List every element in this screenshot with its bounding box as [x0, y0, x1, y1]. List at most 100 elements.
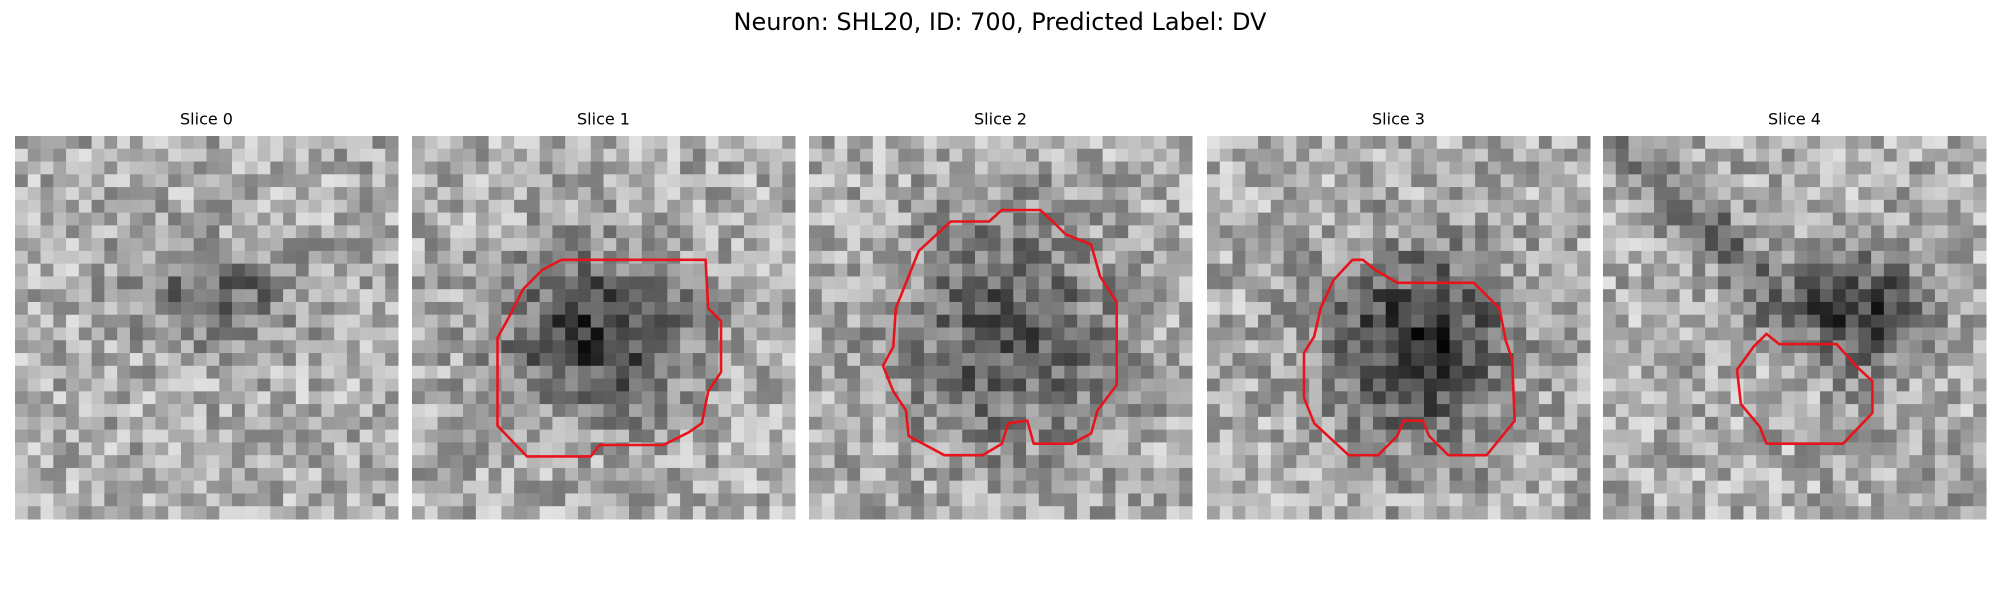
pixel — [53, 212, 67, 226]
pixel — [1077, 263, 1091, 277]
pixel — [78, 467, 93, 482]
pixel — [1089, 391, 1104, 405]
pixel — [40, 429, 54, 443]
pixel — [1743, 429, 1757, 443]
pixel — [463, 212, 477, 226]
pixel — [1513, 174, 1527, 188]
pixel — [463, 263, 477, 277]
pixel — [1896, 404, 1910, 418]
pixel — [129, 404, 144, 418]
pixel — [1424, 442, 1438, 456]
pixel — [1038, 429, 1053, 443]
pixel — [1462, 250, 1476, 265]
pixel — [1258, 365, 1272, 380]
pixel — [359, 238, 373, 252]
pixel — [359, 187, 373, 201]
pixel — [1051, 161, 1065, 175]
pixel — [372, 378, 386, 392]
pixel — [1258, 455, 1272, 469]
pixel — [974, 467, 989, 482]
pixel — [180, 480, 195, 494]
pixel — [1845, 187, 1859, 201]
pixel — [1270, 493, 1285, 507]
pixel — [219, 378, 233, 392]
pixel — [1207, 174, 1221, 188]
pixel — [1781, 301, 1795, 316]
pixel — [1309, 199, 1323, 214]
pixel — [1245, 416, 1259, 431]
pixel — [898, 174, 912, 188]
pixel — [1245, 353, 1259, 367]
pixel — [1577, 378, 1591, 392]
pixel — [1641, 365, 1655, 380]
pixel — [911, 493, 925, 507]
pixel — [1717, 365, 1732, 380]
pixel — [346, 378, 361, 392]
pixel — [1077, 340, 1091, 354]
pixel — [1909, 212, 1923, 226]
pixel — [1756, 161, 1770, 175]
pixel — [1309, 212, 1323, 226]
pixel — [1934, 340, 1949, 354]
pixel — [270, 404, 284, 418]
pixel — [359, 276, 373, 290]
pixel — [1089, 136, 1104, 150]
pixel — [654, 467, 668, 482]
pixel — [257, 327, 271, 341]
pixel — [1475, 199, 1489, 214]
pixel — [1051, 391, 1065, 405]
pixel — [718, 442, 732, 456]
pixel — [1654, 289, 1668, 303]
pixel — [1064, 136, 1078, 150]
pixel — [1258, 353, 1272, 367]
pixel — [1832, 455, 1847, 469]
pixel — [321, 416, 335, 431]
pixel — [283, 480, 297, 494]
pixel — [15, 480, 29, 494]
pixel — [667, 289, 681, 303]
pixel — [1436, 340, 1451, 354]
pixel — [911, 455, 925, 469]
pixel — [1922, 212, 1936, 226]
pixel — [526, 365, 541, 380]
pixel — [1309, 161, 1323, 175]
pixel — [1115, 161, 1129, 175]
pixel — [257, 493, 271, 507]
pixel — [1296, 250, 1310, 265]
pixel — [488, 148, 502, 163]
pixel — [1166, 276, 1180, 290]
pixel — [1475, 327, 1489, 341]
pixel — [437, 199, 451, 214]
pixel — [1270, 404, 1285, 418]
pixel — [1360, 301, 1374, 316]
pixel — [834, 276, 848, 290]
pixel — [1768, 212, 1783, 226]
pixel — [1666, 187, 1681, 201]
pixel — [1411, 250, 1425, 265]
pixel — [1051, 301, 1065, 316]
pixel — [450, 442, 464, 456]
pixel — [1705, 174, 1719, 188]
pixel — [1424, 416, 1438, 431]
pixel — [1781, 480, 1795, 494]
pixel — [1500, 455, 1514, 469]
pixel — [1475, 148, 1489, 163]
pixel — [1922, 416, 1936, 431]
pixel — [1960, 493, 1974, 507]
pixel — [1666, 378, 1681, 392]
pixel — [244, 199, 259, 214]
pixel — [168, 289, 182, 303]
pixel — [1832, 480, 1847, 494]
pixel — [1077, 442, 1091, 456]
pixel — [1628, 340, 1642, 354]
pixel — [1960, 353, 1974, 367]
pixel — [1296, 161, 1310, 175]
pixel — [424, 429, 439, 443]
pixel — [1641, 467, 1655, 482]
pixel — [142, 327, 156, 341]
pixel — [1538, 365, 1553, 380]
pixel — [1934, 391, 1949, 405]
pixel — [78, 327, 93, 341]
pixel — [1487, 238, 1502, 252]
pixel — [1179, 467, 1193, 482]
